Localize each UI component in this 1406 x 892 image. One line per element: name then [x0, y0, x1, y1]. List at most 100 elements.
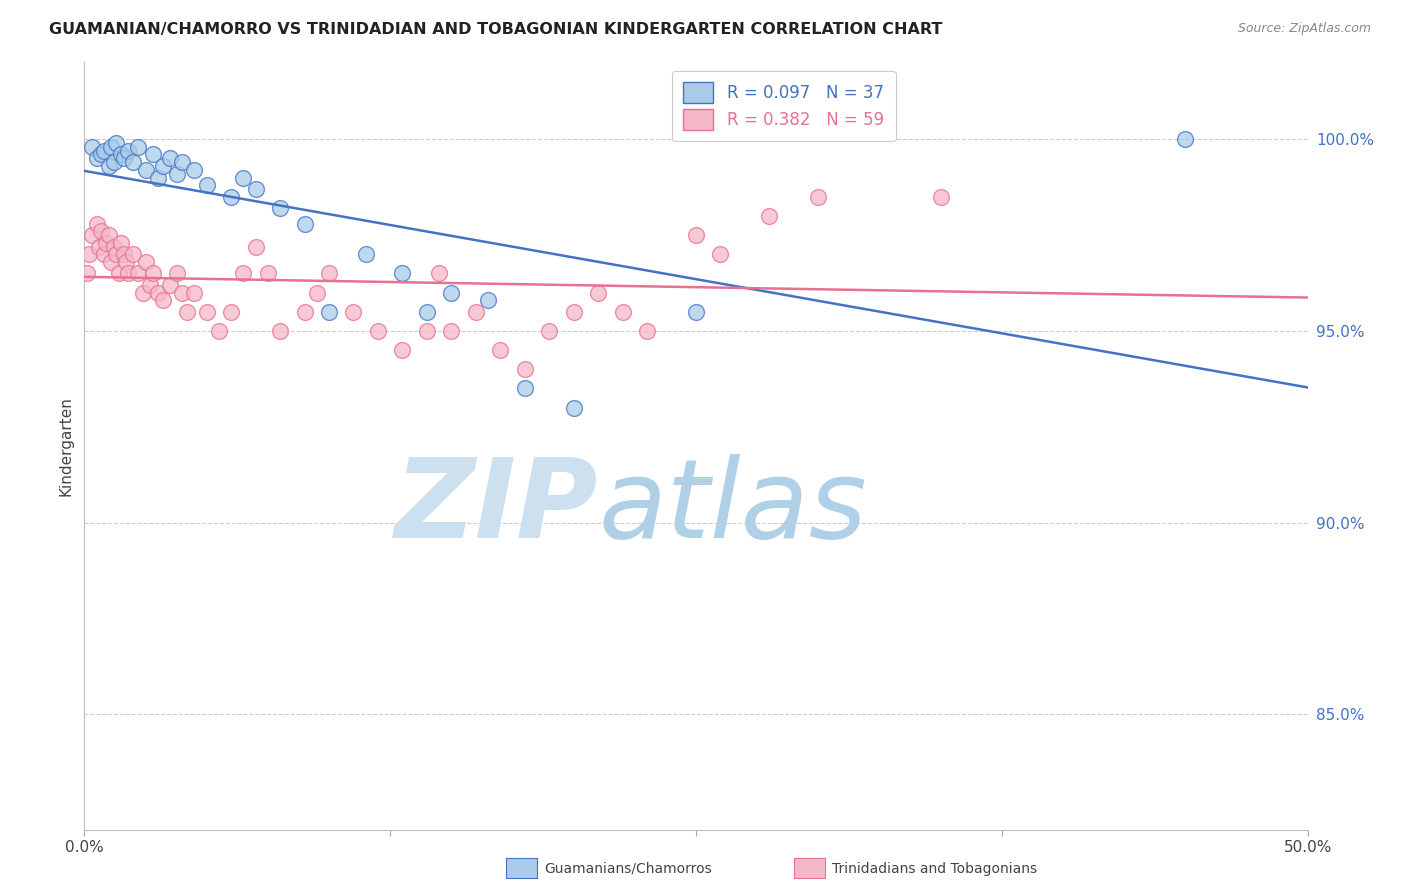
Point: [117, 267, 139, 281]
Point: [103, 155, 125, 169]
Point: [612, 304, 634, 318]
Point: [127, 140, 149, 154]
Point: [86, 151, 108, 165]
Point: [76, 267, 98, 281]
Point: [269, 324, 291, 338]
Point: [489, 343, 512, 358]
Point: [219, 304, 242, 318]
Point: [636, 324, 658, 338]
Point: [391, 267, 413, 281]
Point: [96, 235, 118, 250]
Point: [416, 324, 439, 338]
Point: [146, 285, 169, 300]
Point: [135, 255, 157, 269]
Point: [152, 159, 174, 173]
Point: [86, 217, 108, 231]
Point: [90, 147, 112, 161]
Point: [427, 267, 450, 281]
Point: [172, 285, 194, 300]
Text: GUAMANIAN/CHAMORRO VS TRINIDADIAN AND TOBAGONIAN KINDERGARTEN CORRELATION CHART: GUAMANIAN/CHAMORRO VS TRINIDADIAN AND TO…: [49, 22, 942, 37]
Point: [176, 304, 198, 318]
Point: [513, 381, 536, 395]
Point: [464, 304, 486, 318]
Point: [97, 227, 120, 242]
Point: [318, 267, 340, 281]
Point: [166, 267, 188, 281]
Point: [342, 304, 364, 318]
Point: [562, 401, 585, 415]
Text: ZIP: ZIP: [395, 454, 598, 561]
Point: [122, 155, 145, 169]
Point: [93, 247, 115, 261]
Point: [245, 239, 267, 253]
Point: [166, 167, 188, 181]
Point: [367, 324, 389, 338]
Point: [80, 227, 103, 242]
Point: [103, 239, 125, 253]
Point: [142, 267, 165, 281]
Point: [172, 155, 194, 169]
Point: [122, 247, 145, 261]
Point: [294, 304, 316, 318]
Point: [112, 247, 135, 261]
Point: [100, 255, 122, 269]
Point: [513, 362, 536, 376]
Point: [146, 170, 169, 185]
Point: [245, 182, 267, 196]
Point: [117, 144, 139, 158]
Point: [685, 304, 707, 318]
Point: [107, 267, 129, 281]
Point: [294, 217, 316, 231]
Point: [90, 224, 112, 238]
Text: Guamanians/Chamorros: Guamanians/Chamorros: [544, 862, 711, 876]
Point: [183, 285, 205, 300]
Point: [586, 285, 609, 300]
Point: [183, 162, 205, 177]
Point: [77, 247, 100, 261]
Text: atlas: atlas: [598, 454, 866, 561]
Point: [807, 190, 830, 204]
Point: [112, 151, 135, 165]
Y-axis label: Kindergarten: Kindergarten: [58, 396, 73, 496]
Point: [139, 277, 162, 292]
Point: [127, 267, 149, 281]
Point: [929, 190, 952, 204]
Point: [100, 140, 122, 154]
Point: [1174, 132, 1197, 146]
Point: [105, 136, 128, 150]
Point: [208, 324, 231, 338]
Point: [538, 324, 561, 338]
Point: [152, 293, 174, 308]
Point: [132, 285, 155, 300]
Point: [115, 255, 138, 269]
Point: [318, 304, 340, 318]
Point: [135, 162, 157, 177]
Point: [562, 304, 585, 318]
Point: [159, 151, 181, 165]
Point: [142, 147, 165, 161]
Point: [391, 343, 413, 358]
Point: [195, 304, 218, 318]
Point: [440, 285, 463, 300]
Point: [709, 247, 731, 261]
Point: [269, 201, 291, 215]
Point: [195, 178, 218, 193]
Point: [232, 170, 254, 185]
Point: [159, 277, 181, 292]
Point: [477, 293, 499, 308]
Point: [110, 235, 132, 250]
Text: Trinidadians and Tobagonians: Trinidadians and Tobagonians: [832, 862, 1038, 876]
Point: [93, 144, 115, 158]
Point: [232, 267, 254, 281]
Point: [80, 140, 103, 154]
Point: [305, 285, 328, 300]
Text: Source: ZipAtlas.com: Source: ZipAtlas.com: [1237, 22, 1371, 36]
Point: [685, 227, 707, 242]
Point: [97, 159, 120, 173]
Point: [758, 209, 780, 223]
Point: [87, 239, 110, 253]
Point: [416, 304, 439, 318]
Legend: R = 0.097   N = 37, R = 0.382   N = 59: R = 0.097 N = 37, R = 0.382 N = 59: [672, 70, 896, 142]
Point: [440, 324, 463, 338]
Point: [110, 147, 132, 161]
